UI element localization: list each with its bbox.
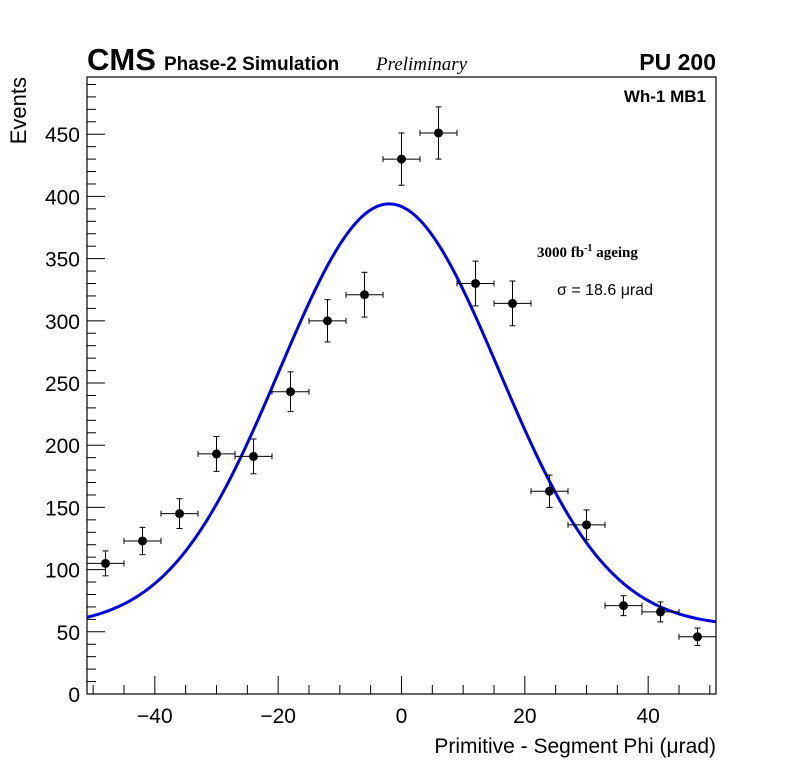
data-marker: [323, 316, 332, 326]
y-axis-title: Events: [6, 77, 31, 144]
simulation-label: Phase-2 Simulation: [164, 54, 339, 75]
data-point: [271, 371, 310, 413]
x-tick-label: 20: [513, 705, 536, 728]
data-marker: [249, 451, 258, 461]
y-tick-label: 250: [45, 373, 80, 396]
data-marker: [508, 298, 517, 308]
sigma-label: σ = 18.6 μrad: [557, 282, 653, 299]
data-points-group: [86, 106, 717, 646]
data-point: [160, 498, 199, 530]
fit-curve-group: [86, 202, 717, 624]
y-tick-label: 350: [45, 249, 80, 272]
data-marker: [656, 607, 665, 617]
y-tick-label: 300: [45, 311, 80, 334]
x-tick-label: −20: [260, 705, 296, 728]
fit-curve: [86, 202, 717, 624]
y-tick-label: 200: [45, 435, 80, 458]
data-marker: [360, 290, 369, 300]
data-marker: [545, 486, 554, 496]
data-marker: [212, 449, 221, 459]
preliminary-label: Preliminary: [375, 54, 468, 75]
y-tick-label: 0: [68, 684, 80, 707]
data-marker: [397, 154, 406, 164]
data-point: [530, 474, 569, 508]
data-marker: [138, 536, 147, 546]
data-point: [678, 627, 717, 646]
x-tick-label: 0: [396, 705, 408, 728]
data-marker: [286, 387, 295, 397]
data-point: [567, 509, 606, 541]
data-marker: [619, 601, 628, 611]
y-tick-label: 400: [45, 186, 80, 209]
data-point: [641, 601, 680, 623]
data-marker: [693, 632, 702, 642]
y-tick-label: 50: [57, 622, 80, 645]
data-point: [382, 132, 421, 186]
x-tick-label: 40: [636, 705, 659, 728]
data-marker: [582, 520, 591, 530]
y-tick-label: 150: [45, 497, 80, 520]
ageing-label: 3000 fb-1 ageing: [537, 243, 638, 261]
y-tick-label: 100: [45, 560, 80, 583]
data-point: [123, 526, 162, 556]
data-marker: [471, 278, 480, 288]
data-point: [308, 299, 347, 343]
pileup-label: PU 200: [639, 49, 716, 75]
data-marker: [101, 558, 110, 568]
x-axis-title: Primitive - Segment Phi (μrad): [434, 735, 716, 758]
data-point: [456, 260, 495, 307]
data-point: [419, 106, 458, 160]
data-marker: [434, 128, 443, 138]
station-label: Wh-1 MB1: [624, 87, 706, 106]
data-point: [604, 595, 643, 617]
x-tick-label: −40: [137, 705, 173, 728]
y-tick-label: 450: [45, 124, 80, 147]
data-point: [197, 436, 236, 472]
data-marker: [175, 509, 184, 519]
ageing-prefix: 3000 fb: [537, 245, 584, 261]
ageing-sup: -1: [584, 243, 592, 254]
cms-label: CMS: [87, 42, 156, 77]
data-point: [345, 271, 384, 318]
data-point: [234, 438, 273, 475]
data-point: [86, 550, 125, 577]
ageing-suffix: ageing: [592, 245, 638, 261]
data-point: [493, 280, 532, 327]
